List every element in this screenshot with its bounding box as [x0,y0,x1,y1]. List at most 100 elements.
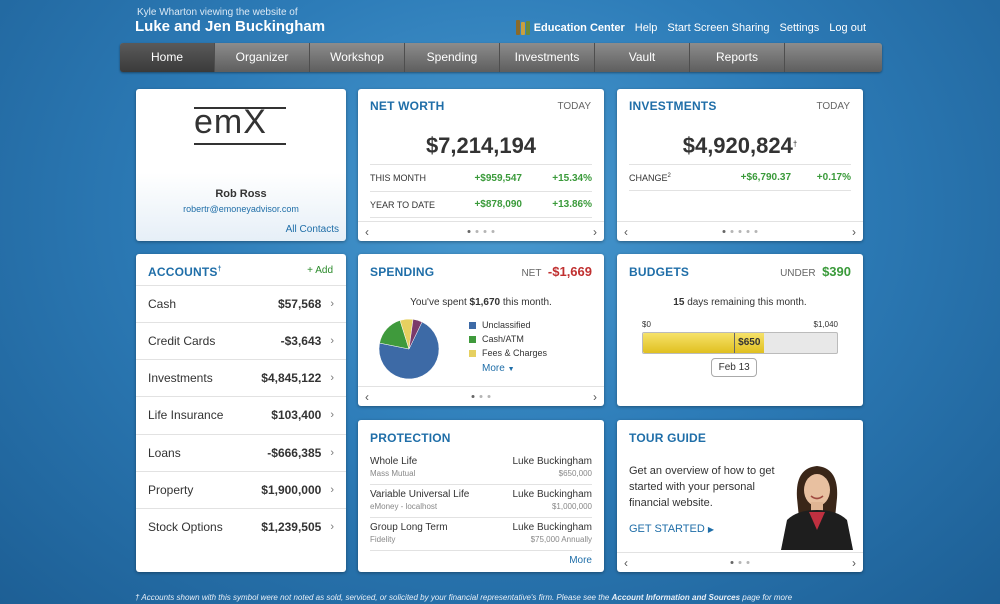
ytd-pct: +13.86% [552,199,592,210]
accounts-card: ACCOUNTS† + Add Cash $57,568 › Credit Card… [136,254,346,572]
account-row-property[interactable]: Property $1,900,000 › [136,471,346,508]
top-header: Kyle Wharton viewing the website of Luke… [0,0,1000,44]
screen-sharing-link[interactable]: Start Screen Sharing [667,21,770,34]
education-center-label: Education Center [533,21,625,34]
investments-value: $4,920,824 [682,133,793,158]
pager-dots [730,557,750,564]
protection-card: PROTECTION Whole Life Mass Mutual Luke Bu… [358,420,604,572]
protection-row[interactable]: Variable Universal Life eMoney - localhos… [370,485,592,518]
account-row-investments[interactable]: Investments $4,845,122 › [136,359,346,396]
add-account-button[interactable]: + Add [307,265,333,276]
chevron-right-icon: › [330,447,334,459]
spending-pie-chart [378,318,440,380]
advisor-email-link[interactable]: robertr@emoneyadvisor.com [183,204,299,214]
tour-guide-text: Get an overview of how to get started wi… [629,465,775,509]
investments-change: +$6,790.37 [740,172,791,183]
budget-bar-fill [643,333,765,353]
net-worth-card: NET WORTH TODAY $7,214,194 THIS MONTH +$… [358,89,604,241]
chevron-right-icon: › [330,409,334,421]
investments-pct: +0.17% [816,172,851,183]
footer-disclaimer: † Accounts shown with this symbol were n… [135,593,793,602]
investments-change-row: CHANGE2 +$6,790.37 +0.17% [629,164,851,191]
nav-workshop[interactable]: Workshop [310,43,405,72]
month-pct: +15.34% [552,172,592,184]
prev-arrow-icon[interactable]: ‹ [624,225,628,239]
pie-slice-3 [408,318,423,350]
help-link[interactable]: Help [634,21,658,34]
chevron-right-icon: › [330,335,334,347]
pager-dots [467,226,495,233]
net-worth-pager: ‹ › [358,221,604,241]
main-nav: Home Organizer Workshop Spending Investm… [120,43,882,72]
investments-value-wrap: $4,920,824† [617,133,863,159]
budget-date-tooltip: Feb 13 [711,358,758,377]
spending-more-link[interactable]: More ▼ [482,363,515,374]
legend-cash-atm: Cash/ATM [469,334,524,344]
month-label: THIS MONTH [370,173,426,183]
logout-link[interactable]: Log out [829,21,866,34]
advisor-name: Rob Ross [215,188,267,200]
prev-arrow-icon[interactable]: ‹ [365,225,369,239]
play-arrow-icon: ▶ [707,525,715,534]
under-label: UNDER [780,268,816,279]
nav-spending[interactable]: Spending [405,43,500,72]
education-center-link[interactable]: Education Center [515,20,625,35]
protection-row[interactable]: Group Long Term Fidelity Luke Buckingham $… [370,518,592,551]
net-worth-title: NET WORTH [370,99,445,113]
prev-arrow-icon[interactable]: ‹ [624,556,628,570]
account-sources-link[interactable]: Account Information and Sources [611,593,741,602]
accounts-title: ACCOUNTS† [148,265,222,279]
net-worth-month-row: THIS MONTH +$959,547 +15.34% [370,164,592,191]
investments-card: INVESTMENTS TODAY $4,920,824† CHANGE2 +$… [617,89,863,241]
books-icon [515,20,530,35]
nav-reports[interactable]: Reports [690,43,785,72]
pie-slice-0 [378,321,440,380]
net-worth-period: TODAY [557,101,591,112]
client-name: Luke and Jen Buckingham [135,18,326,35]
spending-pager: ‹ › [358,386,604,406]
next-arrow-icon[interactable]: › [852,556,856,570]
account-row-cash[interactable]: Cash $57,568 › [136,285,346,322]
budget-min-label: $0 [642,320,651,329]
month-change: +$959,547 [474,172,522,184]
nav-home[interactable]: Home [120,43,215,72]
investments-pager: ‹ › [617,221,863,241]
next-arrow-icon[interactable]: › [593,390,597,404]
chevron-right-icon: › [330,298,334,310]
budget-marker [734,333,736,353]
viewer-text: Kyle Wharton viewing the website of [137,7,298,18]
prev-arrow-icon[interactable]: ‹ [365,390,369,404]
budget-bar: $650 [642,332,838,354]
protection-row[interactable]: Whole Life Mass Mutual Luke Buckingham $65… [370,452,592,485]
account-row-stock-options[interactable]: Stock Options $1,239,505 › [136,508,346,545]
all-contacts-link[interactable]: All Contacts [285,224,339,235]
investments-period: TODAY [816,101,850,112]
tour-guide-person-image [781,466,853,550]
chevron-right-icon: › [330,521,334,533]
protection-more-link[interactable]: More [569,555,592,566]
account-row-credit-cards[interactable]: Credit Cards -$3,643 › [136,322,346,359]
spending-card: SPENDING NET -$1,669 You've spent $1,670… [358,254,604,406]
net-worth-ytd-row: YEAR TO DATE +$878,090 +13.86% [370,191,592,218]
budgets-under: UNDER $390 [780,263,851,281]
account-row-life-insurance[interactable]: Life Insurance $103,400 › [136,396,346,433]
net-worth-value: $7,214,194 [425,133,537,158]
settings-link[interactable]: Settings [779,21,820,34]
change-label: CHANGE2 [629,172,671,183]
account-row-loans[interactable]: Loans -$666,385 › [136,434,346,471]
net-label: NET [521,268,542,279]
get-started-link[interactable]: GET STARTED ▶ [629,523,715,535]
ytd-label: YEAR TO DATE [370,199,436,210]
tour-guide-card: TOUR GUIDE Get an overview of how to get… [617,420,863,572]
chevron-right-icon: › [330,372,334,384]
nav-investments[interactable]: Investments [500,43,595,72]
budgets-title: BUDGETS [629,265,690,279]
nav-vault[interactable]: Vault [595,43,690,72]
nav-organizer[interactable]: Organizer [215,43,310,72]
next-arrow-icon[interactable]: › [852,225,856,239]
spending-title: SPENDING [370,265,435,279]
next-arrow-icon[interactable]: › [593,225,597,239]
ytd-change: +$878,090 [474,199,522,210]
legend-unclassified: Unclassified [469,320,531,330]
budgets-card: BUDGETS UNDER $390 15 days remaining thi… [617,254,863,406]
